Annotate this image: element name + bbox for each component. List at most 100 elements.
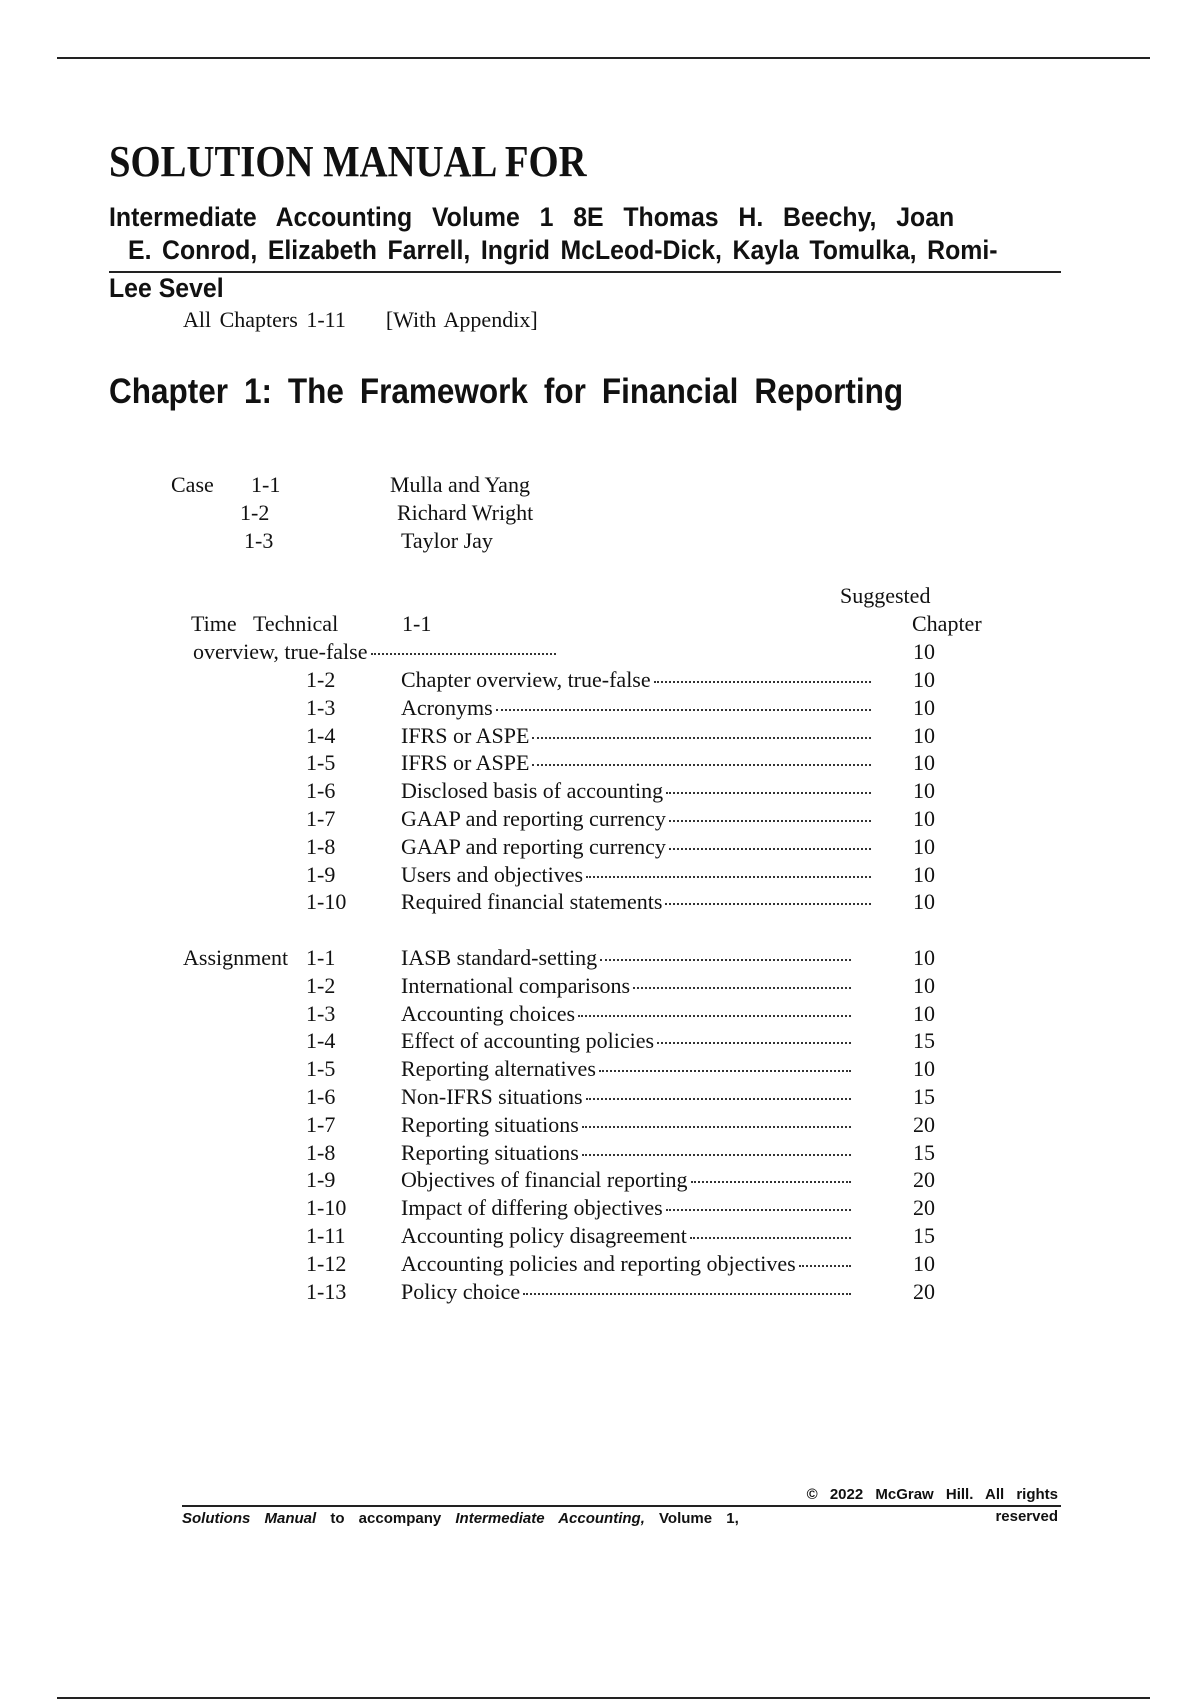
item-description: Reporting alternatives [401, 1056, 851, 1082]
first-technical-number: 1-1 [402, 611, 432, 636]
footer-part4: Volume 1, [659, 1510, 739, 1527]
suggested-time: 20 [913, 1195, 935, 1221]
item-description: International comparisons [401, 973, 851, 999]
assignment-row: 1-4 Effect of accounting policies 15 [0, 1028, 1200, 1056]
item-description: GAAP and reporting currency [401, 806, 871, 832]
technical-desc: overview, true-false [193, 639, 368, 664]
suggested-time: 10 [913, 667, 935, 692]
item-description-text: Effect of accounting policies [401, 1028, 655, 1054]
chapter-heading: Chapter 1: The Framework for Financial R… [109, 372, 904, 411]
item-number: 1-8 [306, 1139, 336, 1165]
item-description-text: IFRS or ASPE [401, 750, 530, 776]
item-description-text: IASB standard-setting [401, 945, 598, 970]
item-number: 1-9 [306, 1167, 336, 1193]
leader-dots [495, 708, 871, 711]
leader-dots [370, 653, 556, 655]
item-description: Effect of accounting policies [401, 1028, 851, 1054]
item-description-text: Accounting policy disagreement [401, 1223, 687, 1248]
item-description: Accounting policy disagreement [401, 1223, 851, 1249]
item-number: 1-4 [306, 722, 336, 748]
suggested-time: 10 [913, 750, 935, 776]
leader-dots [633, 986, 851, 989]
suggested-time: 15 [913, 1028, 935, 1054]
leader-dots [585, 1098, 851, 1100]
coverage-note: All Chapters 1-11 [With Appendix] [183, 307, 538, 333]
technical-row: 1-9 Users and objectives 10 [0, 862, 1200, 890]
technical-row: 1-7 GAAP and reporting currency 10 [0, 806, 1200, 834]
case-number: 1-3 [244, 528, 274, 553]
suggested-time: 10 [913, 833, 935, 859]
chapter-label: Chapter [912, 611, 982, 636]
document-title: SOLUTION MANUAL FOR [109, 137, 587, 186]
suggested-time: 20 [913, 1167, 935, 1193]
leader-dots [690, 1181, 851, 1184]
coverage: All Chapters 1-11 [183, 307, 346, 332]
title-rule [109, 271, 1061, 273]
suggested-time: 10 [913, 722, 935, 748]
suggested-time: 10 [913, 1056, 935, 1082]
assignment-row: 1-7 Reporting situations 20 [0, 1112, 1200, 1140]
leader-dots [653, 681, 871, 683]
item-number: 1-11 [306, 1223, 346, 1248]
subtitle-line-1: Intermediate Accounting Volume 1 8E Thom… [109, 202, 955, 232]
leader-dots [689, 1237, 851, 1239]
item-description: Required financial statements [401, 889, 871, 915]
technical-label: Technical [253, 611, 339, 636]
item-description-text: IFRS or ASPE [401, 722, 530, 748]
copyright: © 2022 McGraw Hill. All rights [806, 1486, 1058, 1503]
suggested-time: 10 [913, 861, 935, 887]
assignment-row: 1-2 International comparisons 10 [0, 973, 1200, 1001]
item-description: Objectives of financial reporting [401, 1167, 851, 1193]
leader-dots [532, 764, 871, 767]
item-description: Impact of differing objectives [401, 1195, 851, 1221]
assignment-row: 1-5 Reporting alternatives 10 [0, 1056, 1200, 1084]
technical-row: 1-2 Chapter overview, true-false 10 [0, 667, 1200, 695]
technical-time: 10 [913, 639, 935, 664]
assignment-row: 1-13 Policy choice 20 [0, 1279, 1200, 1307]
item-number: 1-5 [306, 1056, 336, 1082]
assignment-row: 1-8 Reporting situations 15 [0, 1140, 1200, 1168]
footer-manual-note: Solutions Manual to accompany Intermedia… [182, 1510, 739, 1527]
item-description: Policy choice [401, 1279, 851, 1305]
leader-dots [657, 1042, 851, 1045]
item-description-text: Non-IFRS situations [401, 1084, 583, 1109]
suggested-time: 10 [913, 1250, 935, 1276]
technical-row: 1-8 GAAP and reporting currency 10 [0, 834, 1200, 862]
item-number: 1-2 [306, 972, 336, 998]
case-title: Taylor Jay [401, 528, 493, 553]
item-description-text: International comparisons [401, 972, 631, 998]
item-description: IFRS or ASPE [401, 723, 871, 749]
item-description-text: GAAP and reporting currency [401, 806, 666, 831]
item-description: Chapter overview, true-false [401, 667, 871, 693]
suggested-time: 15 [913, 1223, 935, 1248]
leader-dots [581, 1125, 851, 1128]
bottom-rule [57, 1697, 1150, 1699]
item-description-text: Policy choice [401, 1278, 521, 1304]
item-description: IFRS or ASPE [401, 750, 871, 776]
assignment-row: 1-12 Accounting policies and reporting ob… [0, 1251, 1200, 1279]
item-description: Accounting policies and reporting object… [401, 1251, 851, 1277]
item-description-text: Acronyms [401, 694, 493, 720]
footer-rule [182, 1505, 1061, 1507]
footer-part2: to accompany [330, 1510, 442, 1527]
item-number: 1-6 [306, 1084, 336, 1109]
leader-dots [586, 875, 871, 878]
suggested-time: 10 [913, 778, 935, 804]
time-label: Time [191, 611, 237, 636]
item-description-text: GAAP and reporting currency [401, 833, 666, 859]
appendix-note: [With Appendix] [385, 307, 538, 332]
leader-dots [665, 903, 871, 906]
technical-row: 1-5 IFRS or ASPE 10 [0, 750, 1200, 778]
case-number: 1-2 [240, 500, 270, 525]
item-description-text: Accounting choices [401, 1000, 576, 1026]
leader-dots [668, 820, 871, 822]
case-title: Mulla and Yang [390, 472, 530, 497]
item-number: 1-7 [306, 806, 336, 831]
leader-dots [665, 1209, 851, 1212]
leader-dots [666, 792, 871, 795]
assignment-row: 1-6 Non-IFRS situations 15 [0, 1084, 1200, 1112]
item-number: 1-9 [306, 861, 336, 887]
item-description-text: Chapter overview, true-false [401, 667, 651, 692]
technical-row-first-desc: overview, true-false [193, 639, 556, 665]
leader-dots [598, 1070, 851, 1073]
